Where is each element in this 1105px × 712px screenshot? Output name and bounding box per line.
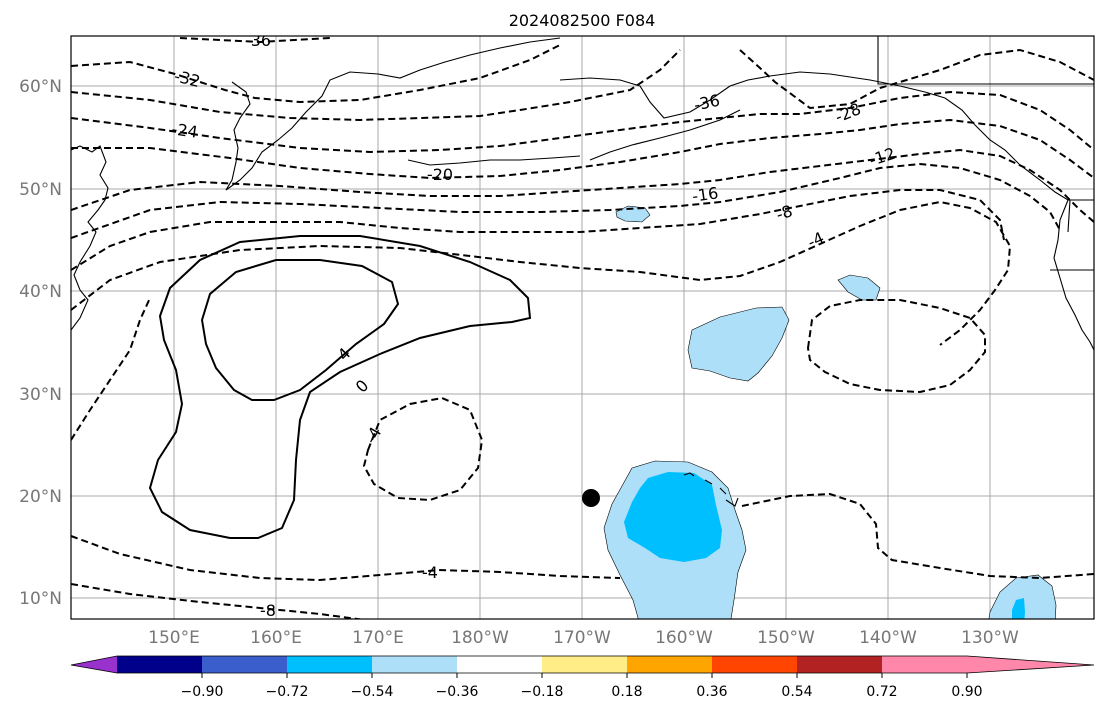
colorbar-tick-label: 0.90 (951, 684, 982, 700)
lat-label: 10°N (19, 589, 62, 609)
lat-label: 20°N (19, 487, 62, 507)
shaded-regions (603, 205, 1057, 619)
coastline-alaska (559, 71, 1094, 201)
contour-label: -4 (361, 424, 385, 447)
colorbar-tick-label: −0.36 (436, 684, 479, 700)
contour-24 (71, 90, 1094, 154)
contours (71, 37, 1094, 619)
contour-4 (71, 200, 1012, 346)
colorbar-tick-label: −0.72 (266, 684, 309, 700)
lon-label: 150°W (757, 628, 815, 648)
colorbar: −0.90 −0.72 −0.54 −0.36 −0.18 0.18 0.36 … (70, 655, 1095, 700)
contour-label: -20 (427, 165, 453, 184)
colorbar-tick-label: −0.54 (351, 684, 394, 700)
colorbar-tick-label: −0.18 (521, 684, 564, 700)
contour-labels: -36 -32 -24 -20 -36 -28 -16 -12 -8 -4 4 … (171, 31, 898, 620)
map-title: 2024082500 F084 (509, 11, 656, 30)
coastline-aleutians (407, 109, 741, 166)
storm-position-marker (582, 489, 600, 507)
contour-neg4-east (806, 299, 986, 394)
colorbar-segment (71, 656, 117, 673)
contour-28 (71, 48, 1094, 122)
gridlines (71, 36, 1094, 619)
colorbar-segment (372, 656, 457, 673)
longitude-labels: 150°E 160°E 170°E 180°W 170°W 160°W 150°… (148, 628, 1019, 648)
colorbar-segment (542, 656, 627, 673)
contour-neg4-south (71, 492, 1094, 582)
contour-label: -8 (774, 201, 795, 224)
colorbar-segment (627, 656, 712, 673)
contour-neg4-inner (362, 396, 484, 502)
colorbar-tick-label: 0.54 (781, 684, 812, 700)
lat-label: 30°N (19, 385, 62, 405)
lon-label: 130°W (961, 628, 1019, 648)
shade-region-southeast (988, 574, 1057, 619)
contour-pos4-left (71, 297, 151, 441)
contour-16 (71, 148, 1094, 223)
colorbar-tick-label: 0.36 (696, 684, 727, 700)
contour-0-solid (200, 259, 400, 401)
contour-20 (71, 118, 1094, 180)
coastlines (71, 36, 1094, 507)
contour-36-top (179, 37, 331, 44)
contour-label: 0 (352, 376, 373, 397)
colorbar-tick-label: 0.72 (866, 684, 897, 700)
colorbar-tick-label: 0.18 (611, 684, 642, 700)
contour-label: -16 (691, 183, 720, 205)
contour-12 (71, 162, 1061, 239)
lon-label: 150°E (148, 628, 200, 648)
contour-8 (71, 189, 1005, 271)
lon-label: 170°W (553, 628, 611, 648)
contour-label: -8 (260, 601, 276, 620)
contour-label: -32 (172, 66, 202, 91)
contour-label: -4 (805, 228, 827, 252)
contour-label: -4 (422, 563, 438, 582)
lat-label: 50°N (19, 180, 62, 200)
contour-label: -36 (692, 91, 722, 115)
colorbar-segment (287, 656, 372, 673)
colorbar-segment (457, 656, 542, 673)
latitude-labels: 60°N 50°N 40°N 30°N 20°N 10°N (19, 77, 62, 609)
shade-region-northeast (837, 274, 881, 301)
shade-region-southeast-core (1012, 598, 1025, 619)
coastline-north-america (1053, 199, 1094, 351)
lat-label: 60°N (19, 77, 62, 97)
map-frame (70, 35, 1095, 620)
colorbar-outline (70, 655, 1095, 674)
colorbar-segment (882, 656, 967, 673)
coastline-asia (71, 145, 109, 331)
contour-32 (71, 44, 561, 104)
contour-label: -36 (245, 31, 271, 50)
lon-label: 180°W (451, 628, 509, 648)
contour-label: -28 (832, 99, 863, 126)
colorbar-segment (117, 656, 202, 673)
colorbar-segment (967, 656, 1094, 673)
colorbar-tick-label: −0.90 (181, 684, 224, 700)
colorbar-segment (712, 656, 797, 673)
contour-plus4-solid (148, 235, 532, 539)
coastline-kamchatka (225, 37, 561, 191)
lon-label: 140°W (859, 628, 917, 648)
colorbar-segment (797, 656, 882, 673)
colorbar-ticks (201, 673, 968, 678)
contour-label: -24 (171, 119, 200, 141)
border-canada (877, 36, 1094, 271)
shade-region-hawaii-core (624, 472, 722, 562)
shade-region-central (687, 306, 790, 382)
shade-region-aleutian (615, 205, 651, 223)
coastline-hawaii (683, 472, 739, 507)
lon-label: 160°W (655, 628, 713, 648)
contour-neg8-south (71, 583, 366, 619)
lon-label: 170°E (352, 628, 404, 648)
lat-label: 40°N (19, 282, 62, 302)
colorbar-segment (202, 656, 287, 673)
lon-label: 160°E (250, 628, 302, 648)
